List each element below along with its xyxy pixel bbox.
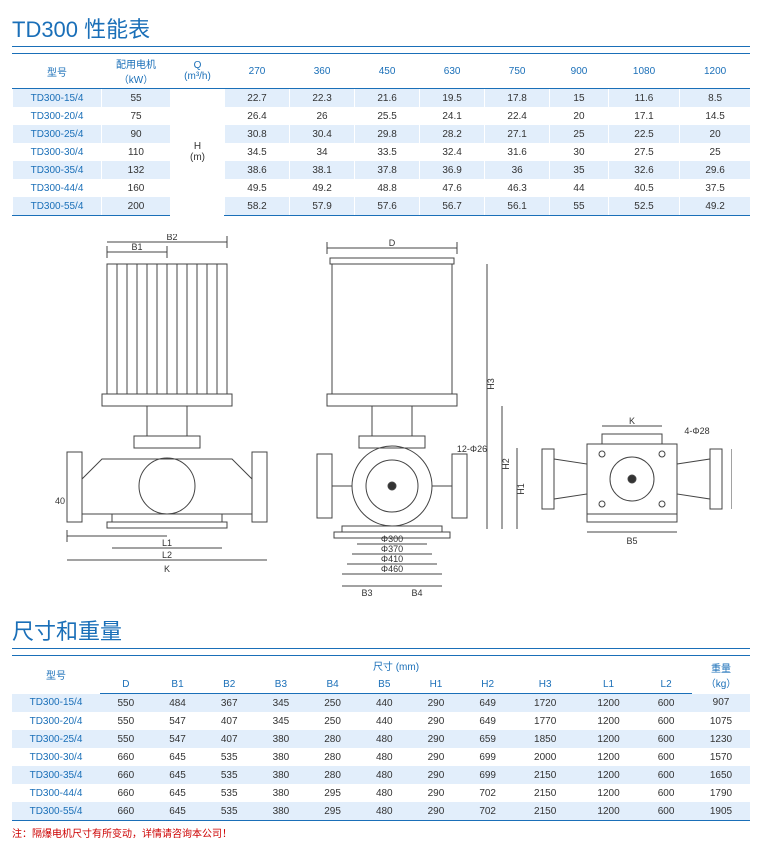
dim-row: TD300-25/4550547407380280480290659185012… <box>12 730 750 748</box>
perf-title: TD300 性能表 <box>12 12 750 47</box>
perf-row: TD300-15/455H(m)22.722.321.619.517.81511… <box>13 89 751 108</box>
lbl-h1: H1 <box>516 483 526 495</box>
lbl-l1: L2 <box>162 550 172 560</box>
lbl-4phi: 4-Φ28 <box>684 426 709 436</box>
dim-row: TD300-55/4660645535380295480290702215012… <box>12 802 750 821</box>
lbl-k2: K <box>629 416 635 426</box>
dim-row: TD300-44/4660645535380295480290702215012… <box>12 784 750 802</box>
dh-col: H3 <box>514 675 577 694</box>
dh-weight: 重量（kg） <box>692 656 750 694</box>
dh-col: L2 <box>640 675 692 694</box>
lbl-d410: Φ410 <box>381 554 403 564</box>
dim-row: TD300-15/4550484367345250440290649172012… <box>12 694 750 713</box>
h-q2: 450 <box>355 54 420 89</box>
perf-row: TD300-44/416049.549.248.847.646.34440.53… <box>13 179 751 197</box>
h-model: 型号 <box>13 54 102 89</box>
lbl-12phi: 12-Φ26 <box>457 444 487 454</box>
perf-table: 型号 配用电机（kW） Q(m³/h) 270 360 450 630 750 … <box>12 53 750 216</box>
lbl-d: D <box>389 238 396 248</box>
lbl-b4: B4 <box>411 588 422 598</box>
lbl-d370: Φ370 <box>381 544 403 554</box>
lbl-h3: H3 <box>486 378 496 390</box>
lbl-h2: H2 <box>501 458 511 470</box>
lbl-k: K <box>164 564 170 574</box>
dim-row: TD300-20/4550547407345250440290649177012… <box>12 712 750 730</box>
perf-row: TD300-55/420058.257.957.656.756.15552.54… <box>13 197 751 216</box>
lbl-b3: B3 <box>361 588 372 598</box>
lbl-40: 40 <box>55 496 65 506</box>
dim-table: 型号 尺寸 (mm) 重量（kg） DB1B2B3B4B5H1H2H3L1L2 … <box>12 655 750 821</box>
dh-col: L1 <box>577 675 640 694</box>
perf-row: TD300-30/411034.53433.532.431.63027.525 <box>13 143 751 161</box>
h-q7: 1200 <box>680 54 750 89</box>
lbl-d460: Φ460 <box>381 564 403 574</box>
lbl-b2: B2 <box>166 234 177 242</box>
dim-row: TD300-35/4660645535380280480290699215012… <box>12 766 750 784</box>
h-q3: 630 <box>420 54 485 89</box>
h-q6: 1080 <box>608 54 679 89</box>
lbl-d300: Φ300 <box>381 534 403 544</box>
perf-row: TD300-35/413238.638.137.836.9363532.629.… <box>13 161 751 179</box>
lbl-l2: L1 <box>162 538 172 548</box>
dh-model: 型号 <box>12 656 100 694</box>
footnote: 注：隔爆电机尺寸有所变动，详情请咨询本公司！ <box>12 825 750 840</box>
dh-col: B3 <box>255 675 307 694</box>
dh-col: B5 <box>358 675 410 694</box>
h-q5: 900 <box>550 54 609 89</box>
perf-row: TD300-25/49030.830.429.828.227.12522.520 <box>13 125 751 143</box>
h-q0: 270 <box>225 54 290 89</box>
dh-col: B1 <box>152 675 204 694</box>
h-q4: 750 <box>485 54 550 89</box>
lbl-b1: B1 <box>131 242 142 252</box>
lbl-b5b: B5 <box>731 478 732 489</box>
lbl-b5a: B5 <box>626 536 637 546</box>
dh-col: D <box>100 675 152 694</box>
dh-col: B4 <box>307 675 359 694</box>
h-q: Q(m³/h) <box>171 54 225 89</box>
perf-row: TD300-20/47526.42625.524.122.42017.114.5 <box>13 107 751 125</box>
h-q1: 360 <box>290 54 355 89</box>
dh-col: H2 <box>462 675 514 694</box>
dim-row: TD300-30/4660645535380280480290699200012… <box>12 748 750 766</box>
dh-col: H1 <box>410 675 462 694</box>
dh-dim: 尺寸 (mm) <box>100 656 692 676</box>
h-motor: 配用电机（kW） <box>102 54 171 89</box>
dh-col: B2 <box>203 675 255 694</box>
pump-diagram: B1 B2 L1 L2 K 40 D H3 <box>12 234 750 604</box>
dim-title: 尺寸和重量 <box>12 614 750 649</box>
